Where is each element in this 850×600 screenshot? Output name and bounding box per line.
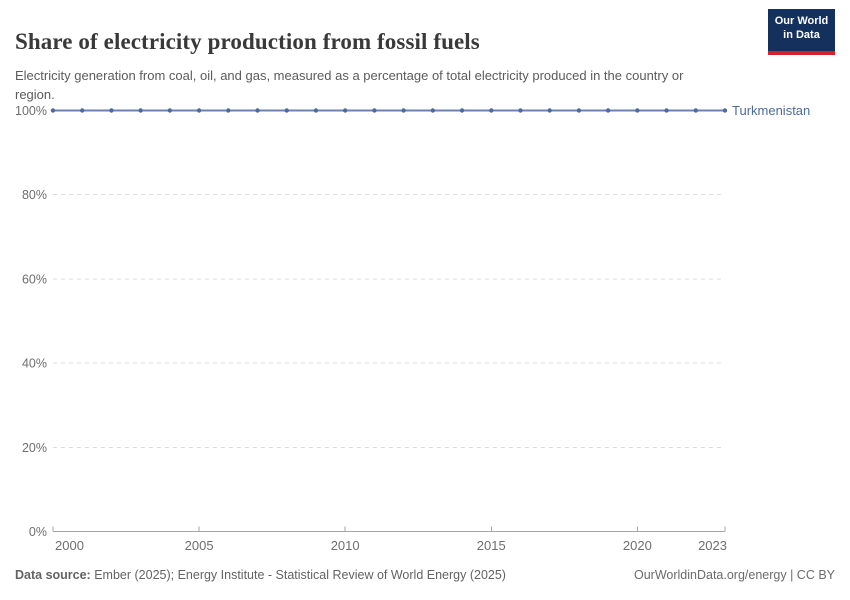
series-point [109,108,114,113]
series-point [518,108,523,113]
owid-logo-line1: Our World [774,15,829,27]
owid-logo-line2: in Data [783,29,820,42]
series-point [80,108,85,113]
series-point [196,108,202,113]
y-tick-label: 60% [22,272,47,286]
y-axis-labels: 0% 20% 40% 60% 80% 100% [15,104,47,539]
y-tick-label: 0% [29,525,47,539]
series-point [635,108,640,113]
series-point [372,108,377,113]
series-point [167,108,173,113]
series-point [138,108,143,113]
credit-link[interactable]: OurWorldinData.org/energy | CC BY [633,568,835,582]
x-axis [52,526,726,532]
series-point [226,108,231,113]
series-point [547,108,552,113]
data-source-label: Data source: [15,568,91,582]
series-point [459,108,465,113]
y-tick-label: 80% [22,188,47,202]
x-tick-label: 2020 [623,538,652,553]
data-series-turkmenistan[interactable] [50,108,728,113]
y-tick-label: 100% [15,104,47,118]
x-tick-label: 2005 [185,538,214,553]
x-tick-label: 2015 [477,538,506,553]
chart-footer: Data source: Ember (2025); Energy Instit… [15,568,835,582]
series-point [722,108,728,113]
series-point [284,108,289,113]
y-tick-label: 40% [22,357,47,371]
x-tick-label: 2010 [331,538,360,553]
series-point [430,108,436,113]
y-tick-label: 20% [22,441,47,455]
series-point [401,108,406,113]
series-point [489,108,494,113]
owid-logo[interactable]: Our World in Data [768,9,835,55]
series-point [576,108,582,113]
chart-subtitle: Electricity generation from coal, oil, a… [15,68,684,103]
series-point [313,108,319,113]
x-tick-label: 2000 [55,538,84,553]
series-point [50,108,56,113]
x-tick-label: 2023 [698,538,727,553]
series-point [255,108,260,113]
series-point [342,108,348,113]
series-label-turkmenistan[interactable]: Turkmenistan [732,103,810,118]
series-point [664,108,669,113]
series-point [693,108,698,113]
series-point [605,108,611,113]
chart-title: Share of electricity production from fos… [15,29,480,55]
data-source-text: Ember (2025); Energy Institute - Statist… [90,568,506,582]
x-axis-labels: 2000 2005 2010 2015 2020 2023 [55,538,727,553]
data-source-note: Data source: Ember (2025); Energy Instit… [15,568,506,582]
gridlines [53,110,722,448]
